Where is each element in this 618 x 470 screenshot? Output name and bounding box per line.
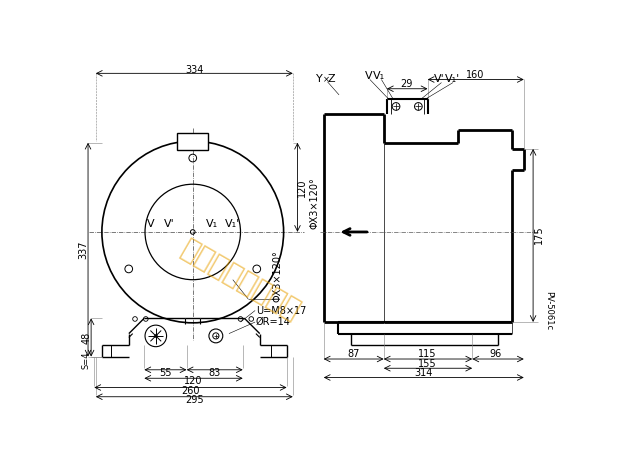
Text: Y: Y	[316, 75, 323, 85]
Text: 260: 260	[181, 385, 200, 396]
Bar	[177, 133, 208, 150]
Text: ΦX3×120°: ΦX3×120°	[273, 250, 282, 302]
Text: 29: 29	[400, 79, 413, 89]
Text: 115: 115	[418, 349, 437, 360]
Text: 295: 295	[185, 395, 203, 405]
Text: 334: 334	[185, 65, 203, 75]
Text: 48: 48	[82, 331, 91, 344]
Text: 337: 337	[78, 241, 88, 259]
Text: Z: Z	[328, 75, 335, 85]
Text: 314: 314	[415, 368, 433, 378]
Text: 55: 55	[159, 368, 171, 378]
Text: V': V'	[434, 75, 444, 85]
Text: 北京基尔机电设备: 北京基尔机电设备	[176, 235, 305, 325]
Text: ΦX3×120°: ΦX3×120°	[310, 177, 320, 228]
Text: V₁: V₁	[206, 219, 218, 229]
Text: 120: 120	[184, 376, 203, 386]
Text: 175: 175	[534, 226, 544, 244]
Text: S=4: S=4	[82, 352, 91, 369]
Text: 87: 87	[347, 349, 360, 360]
Text: 155: 155	[418, 359, 437, 368]
Text: V₁': V₁'	[444, 75, 460, 85]
Text: U=M8×17: U=M8×17	[256, 306, 307, 315]
Text: V: V	[146, 219, 154, 229]
Text: 120: 120	[297, 178, 307, 196]
Text: ØR=14: ØR=14	[256, 317, 291, 327]
Text: 96: 96	[489, 349, 501, 360]
Text: V₁: V₁	[373, 70, 385, 81]
Text: V': V'	[164, 219, 175, 229]
Text: ×: ×	[323, 75, 329, 84]
Text: V₁': V₁'	[225, 219, 240, 229]
Text: V: V	[365, 70, 372, 81]
Text: 83: 83	[208, 368, 221, 378]
Text: 160: 160	[466, 70, 485, 80]
Text: PV-5061c: PV-5061c	[544, 291, 553, 330]
